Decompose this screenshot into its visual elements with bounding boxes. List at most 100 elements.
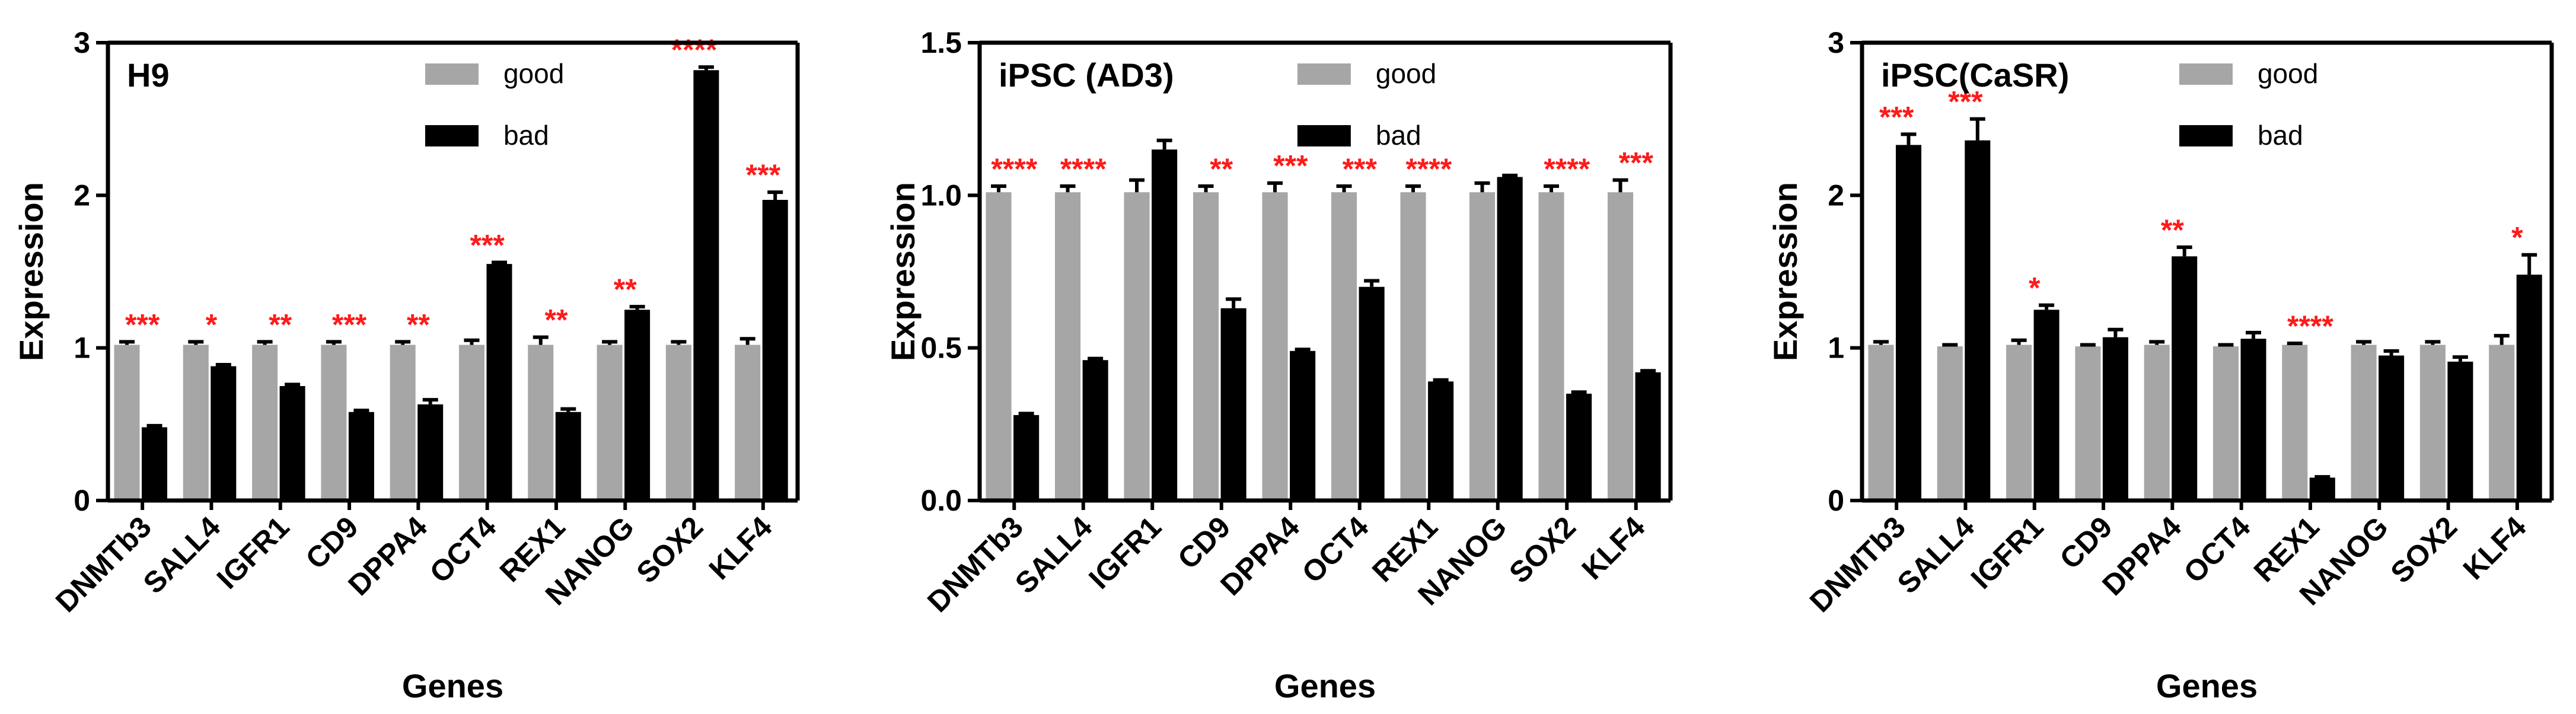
panel-1-bar-bad-sox2	[693, 70, 719, 501]
panel-1-xtick-label-oct4: OCT4	[423, 510, 503, 589]
panel-2-bar-bad-klf4	[1635, 372, 1661, 501]
panel-2-bar-bad-sall4	[1082, 360, 1108, 501]
panel-1-xtick-label-dnmtb3: DNMTb3	[49, 510, 158, 619]
panel-2-legend-swatch-good	[1297, 63, 1351, 85]
panel-2-significance-rex1: ****	[1405, 152, 1452, 186]
panel-1-x-axis-label: Genes	[402, 667, 503, 705]
panel-1-bar-good-rex1	[528, 345, 554, 501]
panel-1-bar-bad-sall4	[211, 366, 237, 501]
panel-3-bar-good-rex1	[2282, 345, 2308, 501]
panel-1-xtick-label-dppa4: DPPA4	[342, 510, 433, 602]
panel-2-ytick-label-2: 1.0	[920, 179, 962, 212]
panel-2-significance-dnmtb3: ****	[991, 152, 1037, 186]
panel-1-significance-dnmtb3: ***	[125, 308, 160, 341]
panel-2-bar-bad-oct4	[1359, 286, 1385, 501]
panel-1-significance-dppa4: **	[407, 308, 430, 341]
panel-3-bar-bad-igfr1	[2033, 310, 2059, 501]
panel-1-y-axis-label: Expression	[12, 182, 50, 361]
panel-2-xtick-label-sall4: SALL4	[1009, 510, 1099, 600]
panel-3-bar-good-dppa4	[2144, 345, 2170, 501]
panel-3-xtick-label-sox2: SOX2	[2384, 510, 2463, 589]
panel-1-xtick-label-sall4: SALL4	[137, 510, 227, 600]
panel-3-bar-good-klf4	[2489, 345, 2515, 501]
panel-1-ytick-label-0: 0	[74, 484, 90, 517]
panel-1-significance-cd9: ***	[332, 308, 367, 341]
panel-2-xtick-label-dnmtb3: DNMTb3	[921, 510, 1029, 619]
panel-1-bar-bad-klf4	[762, 200, 788, 501]
panel-3-significance-dppa4: **	[2161, 213, 2184, 247]
panel-3-significance-klf4: *	[2511, 221, 2523, 254]
panel-3-bar-bad-klf4	[2516, 275, 2542, 501]
panel-2-bar-good-cd9	[1193, 192, 1219, 501]
panel-2-significance-dppa4: ***	[1273, 149, 1308, 183]
panel-1-bar-bad-igfr1	[279, 386, 305, 501]
panel-2-bar-good-nanog	[1469, 192, 1496, 501]
panel-2-bar-bad-igfr1	[1152, 149, 1178, 501]
panel-1-bar-good-sall4	[183, 345, 209, 501]
panel-3-bar-good-nanog	[2351, 345, 2377, 501]
panel-2-bar-bad-rex1	[1428, 381, 1454, 501]
panel-1-bar-good-dnmtb3	[114, 345, 140, 501]
panel-2-xtick-label-igfr1: IGFR1	[1082, 510, 1168, 595]
panel-3-significance-igfr1: *	[2029, 272, 2041, 305]
panel-1-legend-swatch-good	[425, 63, 479, 85]
panel-1-significance-oct4: ***	[470, 229, 505, 262]
panel-1-significance-sall4: *	[206, 308, 218, 341]
panel-1-significance-sox2: ****	[671, 33, 718, 66]
panel-2-bar-bad-cd9	[1220, 308, 1246, 501]
panel-1-bar-good-dppa4	[390, 345, 416, 501]
panel-3-bar-good-oct4	[2212, 346, 2239, 501]
panel-3-title: iPSC(CaSR)	[1881, 56, 2069, 94]
panel-3-ytick-label-2: 2	[1828, 179, 1844, 212]
panel-2-significance-cd9: **	[1210, 152, 1233, 186]
panel-2-bar-good-sall4	[1054, 192, 1081, 501]
panel-3-significance-rex1: ****	[2287, 310, 2333, 343]
panel-1-bar-bad-cd9	[348, 412, 374, 501]
panel-1-bar-good-oct4	[458, 345, 484, 501]
panel-1-significance-rex1: **	[544, 304, 568, 337]
panel-2-bar-bad-nanog	[1497, 177, 1523, 501]
panel-2-ytick-label-0: 0.0	[920, 484, 962, 517]
panel-2-bar-good-igfr1	[1124, 192, 1150, 501]
panel-3-bar-bad-cd9	[2102, 337, 2128, 501]
panel-3-bar-good-cd9	[2075, 346, 2101, 501]
panel-2-bar-good-sox2	[1538, 192, 1564, 501]
panel-2-y-axis-label: Expression	[884, 182, 922, 361]
panel-2-legend-label-good: good	[1376, 58, 1436, 89]
panel-3-bar-good-igfr1	[2006, 345, 2032, 501]
panel-3-significance-dnmtb3: ***	[1879, 100, 1914, 133]
panel-2-xtick-label-oct4: OCT4	[1296, 510, 1375, 589]
panel-3-y-axis-label: Expression	[1767, 182, 1804, 361]
panel-2-bar-good-dnmtb3	[986, 192, 1012, 501]
panel-3-bar-good-dnmtb3	[1868, 345, 1894, 501]
panel-1-title: H9	[127, 56, 170, 94]
panel-3-x-axis-label: Genes	[2156, 667, 2258, 705]
panel-2-x-axis-label: Genes	[1274, 667, 1376, 705]
panel-3-ytick-label-3: 3	[1828, 26, 1844, 59]
panel-1-xtick-label-klf4: KLF4	[703, 510, 779, 586]
panel-1-legend-label-good: good	[503, 58, 564, 89]
panel-2-bar-good-dppa4	[1262, 192, 1288, 501]
panel-1-ytick-label-3: 3	[74, 26, 90, 59]
panel-3-significance-sall4: ***	[1948, 85, 1983, 119]
panel-1-ytick-label-2: 2	[74, 179, 90, 212]
panel-2-bar-good-rex1	[1400, 192, 1426, 501]
panel-2-xtick-label-sox2: SOX2	[1503, 510, 1582, 589]
panel-3-bar-bad-sall4	[1965, 140, 1991, 501]
panel-3-bar-good-sall4	[1937, 346, 1963, 501]
panel-3-xtick-label-sall4: SALL4	[1891, 510, 1981, 600]
panel-1-significance-nanog: **	[614, 273, 637, 306]
panel-3-bar-bad-rex1	[2309, 477, 2335, 501]
panel-3-xtick-label-oct4: OCT4	[2178, 510, 2257, 589]
panel-3-legend-swatch-good	[2179, 63, 2233, 85]
panel-2-bar-good-klf4	[1607, 192, 1634, 501]
panel-2-significance-oct4: ***	[1343, 152, 1378, 186]
panel-2-title: iPSC (AD3)	[999, 56, 1174, 94]
panel-1-ytick-label-1: 1	[74, 332, 90, 365]
panel-1-bar-good-sox2	[665, 345, 691, 501]
panel-3-legend-label-good: good	[2258, 58, 2318, 89]
panel-2-legend-swatch-bad	[1297, 125, 1351, 146]
panel-2-significance-klf4: ***	[1619, 146, 1654, 180]
panel-3-ytick-label-0: 0	[1828, 484, 1844, 517]
